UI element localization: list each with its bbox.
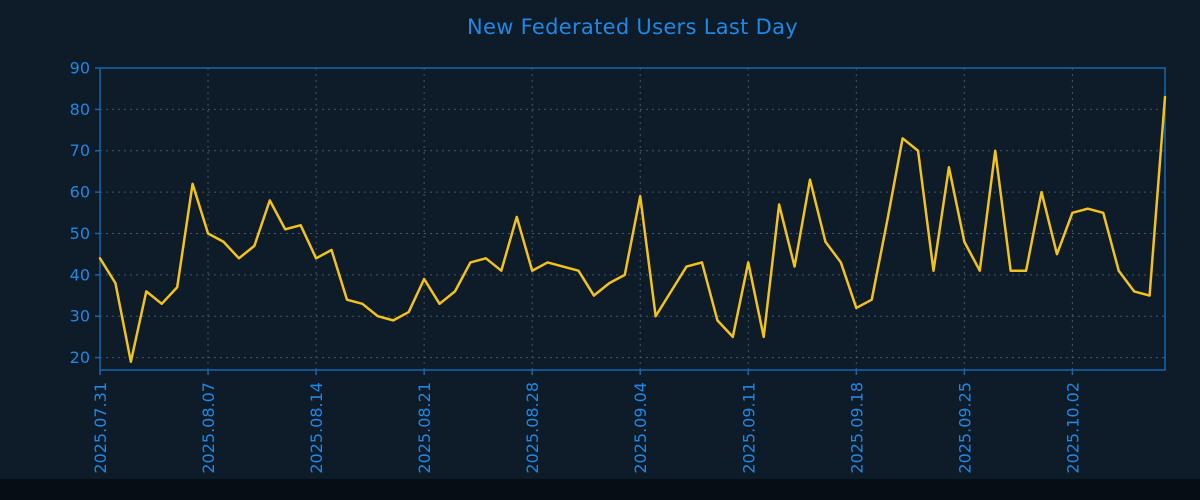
plot-border — [99, 67, 1166, 371]
x-tick-label: 2025.10.02 — [1063, 382, 1082, 474]
y-tick-label: 70 — [70, 141, 90, 160]
x-tick-label: 2025.08.21 — [415, 382, 434, 474]
x-tick-label: 2025.09.25 — [955, 382, 974, 474]
y-tick-label: 50 — [70, 224, 90, 243]
x-tick-label: 2025.09.04 — [631, 382, 650, 474]
y-tick-label: 20 — [70, 348, 90, 367]
x-tick-label: 2025.08.14 — [307, 382, 326, 474]
x-tick-label: 2025.07.31 — [91, 382, 110, 474]
x-tick-label: 2025.08.07 — [199, 382, 218, 474]
y-tick-label: 80 — [70, 100, 90, 119]
y-tick-label: 90 — [70, 59, 90, 78]
x-tick-label: 2025.09.11 — [739, 382, 758, 474]
data-line — [98, 95, 1167, 363]
x-tick-label: 2025.09.18 — [847, 382, 866, 474]
y-tick-label: 30 — [70, 307, 90, 326]
chart-title: New Federated Users Last Day — [466, 15, 798, 39]
footer-bar — [0, 479, 1200, 500]
y-tick-label: 60 — [70, 183, 90, 202]
x-tick-label: 2025.08.28 — [523, 382, 542, 474]
y-tick-label: 40 — [70, 265, 90, 284]
